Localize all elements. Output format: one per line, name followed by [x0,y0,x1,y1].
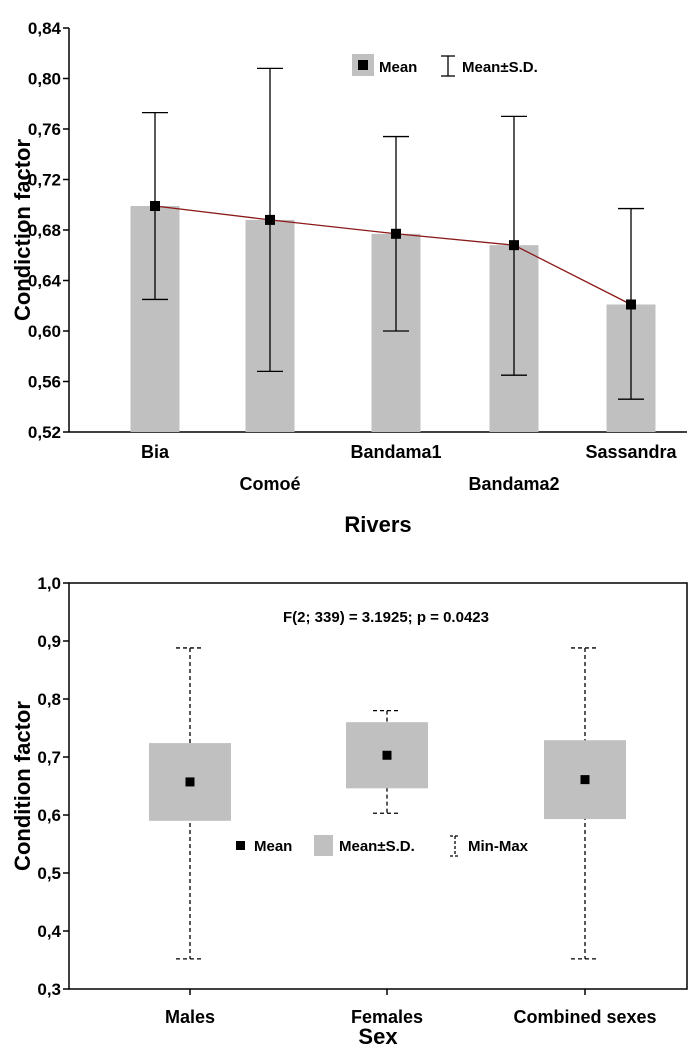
x-category-label: Bandama1 [350,442,441,462]
mean-point [382,750,392,760]
x-axis-title: Rivers [344,512,411,537]
y-tick-label: 0,76 [28,120,61,139]
y-tick-label: 0,68 [28,221,61,240]
y-tick-label: 0,7 [37,748,61,767]
mean-point [150,201,160,212]
y-tick-label: 0,5 [37,864,61,883]
mean-point [265,214,275,225]
mean-point [626,299,636,310]
stats-annotation: F(2; 339) = 3.1925; p = 0.0423 [283,609,489,626]
legend-sd-label: Mean±S.D. [462,59,538,76]
x-category-label: Bandama2 [468,474,559,494]
x-category-label: Combined sexes [513,1007,656,1027]
x-category-label: Females [351,1007,423,1027]
mean-point [580,775,590,785]
plot-frame [68,582,688,990]
legend-range-label: Min-Max [468,838,529,855]
y-tick-label: 0,6 [37,806,61,825]
x-axis-title: Sex [358,1024,398,1049]
y-tick-label: 0,80 [28,70,61,89]
y-tick-label: 0,56 [28,373,61,392]
y-tick-label: 0,60 [28,322,61,341]
x-category-label: Males [165,1007,215,1027]
legend-sd-label: Mean±S.D. [339,838,415,855]
y-tick-label: 0,64 [28,272,62,291]
mean-point [509,240,519,251]
mean-point [185,777,195,787]
legend-mean-marker [358,60,368,70]
y-tick-label: 0,84 [28,19,62,38]
y-tick-label: 1,0 [37,574,61,593]
y-tick-label: 0,72 [28,171,61,190]
y-tick-label: 0,3 [37,980,61,999]
legend-mean-marker [236,841,245,850]
mean-point [391,228,401,239]
x-category-label: Bia [141,442,170,462]
y-axis-title: Condiction factor [10,139,35,322]
y-tick-label: 0,4 [37,922,61,941]
y-tick-label: 0,52 [28,423,61,442]
legend-mean-label: Mean [254,838,292,855]
x-category-label: Comoé [239,474,300,494]
x-category-label: Sassandra [585,442,677,462]
legend-sd-swatch [314,835,333,856]
legend-mean-label: Mean [379,59,417,76]
y-axis-title: Condition factor [10,701,35,871]
y-tick-label: 0,9 [37,632,61,651]
y-tick-label: 0,8 [37,690,61,709]
